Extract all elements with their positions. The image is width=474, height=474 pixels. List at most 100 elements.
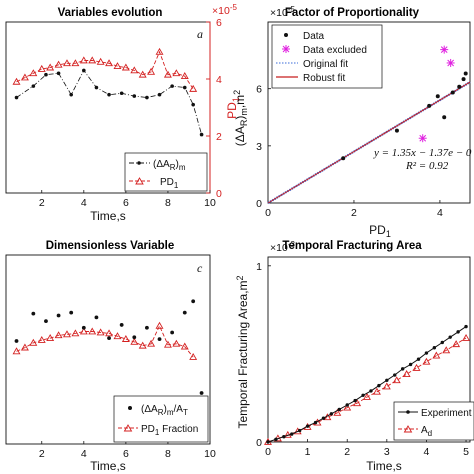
data-point [442,115,447,120]
series-experiment-marker [393,373,397,377]
panel-a-legend: (ΔAR)m PD1 [124,152,208,192]
series-ad-marker [412,363,421,371]
panel-a-title: Variables evolution [58,7,163,19]
panel-d-legend: Experiment Ad [393,401,474,441]
panel-c-axes-box [5,254,211,445]
legend-marker-experiment [406,410,410,414]
series-ad-marker [372,387,381,395]
series-experiment-marker [313,420,318,425]
series-fraction-marker [147,339,156,347]
series-pd1-marker [46,63,55,71]
series-ratio-marker [191,299,196,304]
series-experiment-marker [345,403,349,407]
panel-c-legend: (ΔAR)m/AT PD1 Fraction [113,395,209,443]
series-experiment-marker [337,407,341,412]
panel-a-y2ticks: 0 2 4 6 [206,17,222,200]
legend-marker-ratio [128,406,132,410]
series-delta-ar-marker [82,68,86,73]
robust-fit-line [267,81,471,204]
series-pd1-marker [138,70,147,78]
series-ratio-marker [31,311,36,316]
y2-tick-label: 2 [216,131,222,143]
series-ad-marker [432,351,441,359]
x-tick-label: 8 [165,197,171,209]
x-tick-label: 2 [39,197,45,209]
y-tick-label: 1 [256,261,262,273]
series-fraction-marker [163,340,172,348]
series-delta-ar-marker [69,92,73,97]
data-point [463,71,468,76]
series-pd1-marker [37,64,46,72]
series-pd1-marker [180,72,189,79]
series-ad-marker [452,340,461,348]
panel-b-y-exponent: ×10-5 [270,5,295,19]
series-fraction-marker [113,332,122,340]
series-fraction-marker [189,352,198,360]
series-experiment-marker [321,416,326,420]
y2-tick-label: 0 [216,188,222,200]
data-point [427,103,432,108]
series-pd1-marker [172,69,181,77]
x-tick-label: 0 [265,207,271,219]
legend-label-original-fit: Original fit [303,59,348,70]
y-tick-label: 6 [256,84,262,96]
series-experiment-marker [416,357,421,361]
series-experiment-marker [448,335,452,339]
x-tick-label: 0 [265,446,271,458]
series-ratio-marker [107,336,111,341]
legend-marker-fraction [123,424,133,432]
data-point [461,77,466,82]
x-tick-label: 10 [204,448,216,460]
series-delta-ar-marker [182,85,187,90]
legend-label-pd1: PD1 [160,177,179,190]
series-fraction-marker [79,327,88,335]
x-tick-label: 6 [123,197,129,209]
panel-d-y-exponent: ×10-3 [270,240,295,254]
panel-d-series [264,324,471,445]
series-ad-marker [363,392,371,400]
data-point [435,94,440,99]
series-delta-ar-marker [31,84,36,88]
series-fraction-marker [130,337,139,345]
series-pd1-line [16,50,194,90]
series-experiment-marker [290,432,294,436]
series-fraction-marker [105,329,114,337]
panel-d-ylabel: Temporal Fracturing Area,m2 [235,275,250,428]
series-experiment-marker [297,428,302,433]
panel-d-axes-box [267,256,471,443]
series-pd1-marker [155,47,164,55]
panel-b-equation: y = 1.35x − 1.37e − 0 [373,147,472,159]
panel-b-legend: Data Data excluded Original fit Robust f… [271,24,383,89]
x-tick-label: 2 [39,448,45,460]
series-experiment-marker [353,398,357,403]
legend-marker-excluded [282,45,290,53]
x-tick-label: 3 [384,446,390,458]
series-delta-ar-marker [157,92,162,97]
panel-c-series [12,299,204,395]
x-tick-label: 8 [165,448,171,460]
legend-label-experiment: Experiment [421,408,472,419]
series-pd1-marker [20,73,29,81]
excluded-stroke [419,134,427,142]
excluded-point [440,45,449,54]
series-fraction-marker [96,328,105,336]
x-tick-label: 6 [123,448,129,460]
series-ratio-marker [182,310,187,315]
legend-marker-triangle [135,177,144,185]
series-ad-marker [333,408,342,416]
series-fraction-marker [172,339,181,347]
series-ratio-marker [199,391,204,395]
series-ratio-marker [44,319,48,324]
series-pd1-marker [79,56,88,64]
series-fraction-marker [88,327,97,335]
panel-d-legend-box [393,401,474,441]
legend-marker-ad [403,425,413,433]
series-experiment-marker [377,383,381,388]
series-experiment-marker [369,389,373,393]
series-experiment-marker [305,424,310,428]
series-delta-ar-marker [56,71,61,76]
panel-d-xlabel: Time,s [366,459,402,473]
